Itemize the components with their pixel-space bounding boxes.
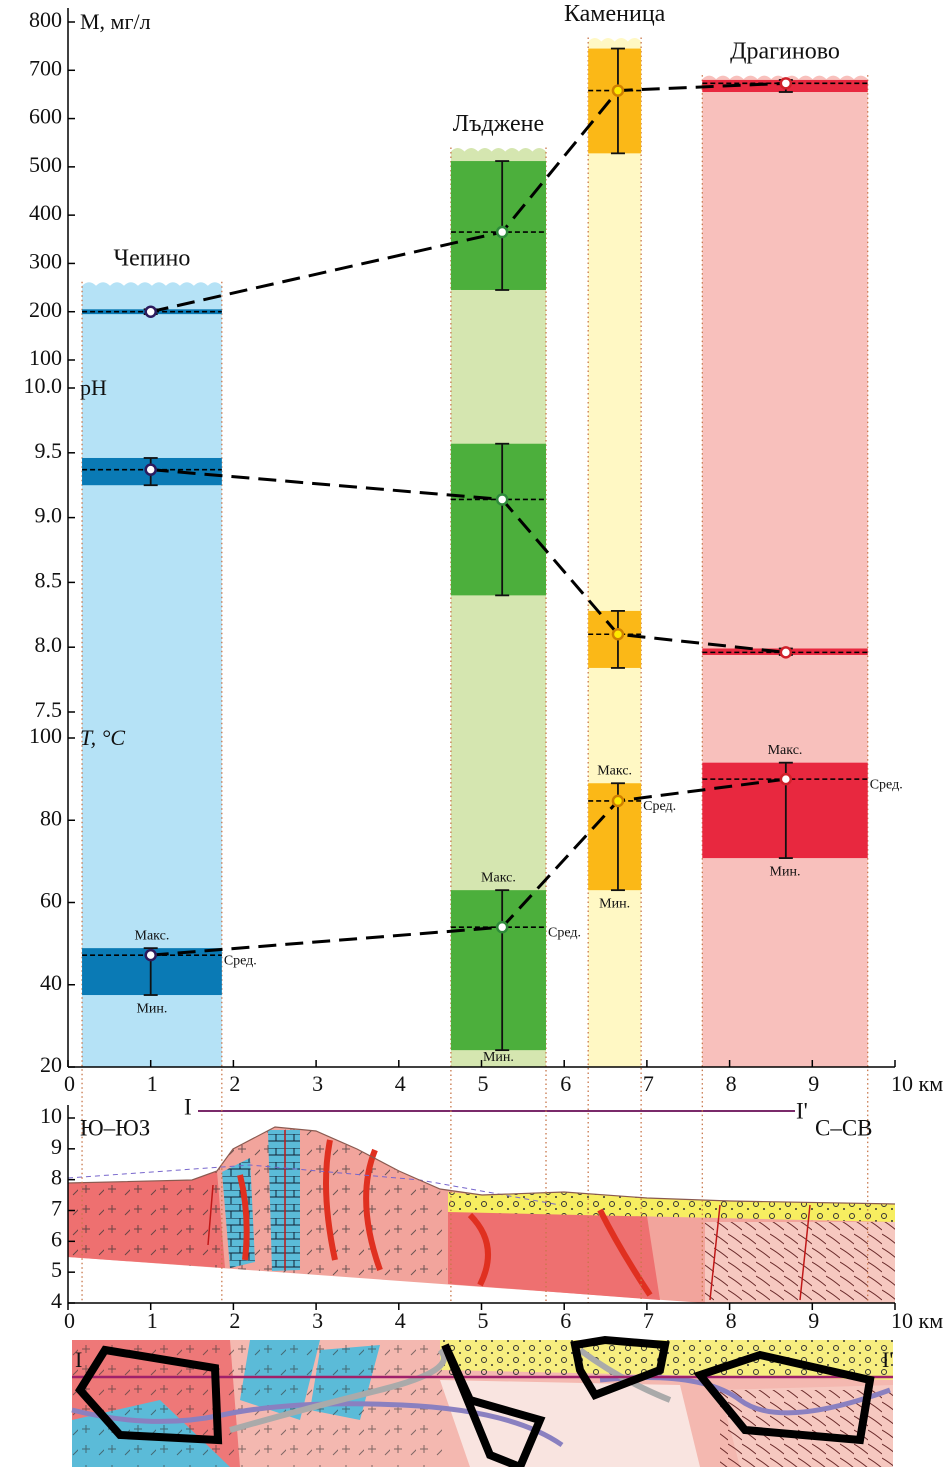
direction-label: С–СВ [815, 1115, 873, 1140]
x-tick-label: 1 [147, 1071, 158, 1096]
x-tick-label: 0 [64, 1071, 75, 1096]
mean-marker [146, 950, 156, 960]
geological-map [72, 1340, 893, 1467]
y-tick-label: 6 [51, 1226, 62, 1251]
y-tick-label: 10 [40, 1103, 62, 1128]
x-tick-label: 0 [64, 1308, 75, 1333]
max-label: Макс. [597, 763, 632, 778]
range-bar [451, 161, 546, 290]
mean-marker [146, 465, 156, 475]
mean-marker [613, 796, 623, 806]
y-tick-label: 800 [29, 7, 62, 32]
range-bar [451, 444, 546, 596]
y-tick-label: 9 [51, 1134, 62, 1159]
y-axis-label: pH [80, 375, 107, 400]
x-tick-label: 5 [478, 1308, 489, 1333]
y-tick-label: 400 [29, 200, 62, 225]
site-name: Каменица [564, 1, 666, 27]
min-label: Мин. [599, 896, 630, 911]
y-tick-label: 60 [40, 888, 62, 913]
y-tick-label: 7.5 [35, 697, 63, 722]
map-profile-start: I [75, 1347, 82, 1372]
y-tick-label: 100 [29, 723, 62, 748]
direction-label: Ю–ЮЗ [80, 1115, 150, 1140]
x-tick-label: 10 км [891, 1071, 943, 1096]
granite-texture [68, 1127, 448, 1284]
min-label: Мин. [483, 1050, 514, 1065]
y-tick-label: 20 [40, 1052, 62, 1077]
y-tick-label: 600 [29, 104, 62, 129]
x-tick-label: 6 [560, 1308, 571, 1333]
mean-marker [497, 922, 507, 932]
mean-label: Сред. [224, 953, 257, 968]
x-tick-label: 3 [312, 1071, 323, 1096]
mean-marker [781, 647, 791, 657]
site-column [588, 38, 641, 1067]
figure: ЧепиноЛъдженеКаменицаДрагиновоМ, мг/л100… [0, 0, 952, 1467]
marble-texture [268, 1130, 300, 1271]
range-bar [588, 49, 641, 154]
range-bar [451, 890, 546, 1050]
mean-marker [497, 227, 507, 237]
max-label: Макс. [768, 743, 803, 758]
y-tick-label: 500 [29, 152, 62, 177]
site-name: Драгиново [730, 39, 840, 65]
map-profile-end: I' [882, 1347, 893, 1372]
x-tick-label: 9 [808, 1071, 819, 1096]
x-tick-label: 2 [229, 1071, 240, 1096]
mean-marker [497, 494, 507, 504]
max-label: Макс. [481, 870, 516, 885]
y-tick-label: 9.0 [35, 503, 63, 528]
x-tick-label: 7 [643, 1071, 654, 1096]
y-tick-label: 300 [29, 248, 62, 273]
x-tick-label: 2 [229, 1308, 240, 1333]
x-tick-label: 5 [478, 1071, 489, 1096]
y-axis-label: T, °C [80, 725, 125, 750]
y-tick-label: 8.5 [35, 567, 63, 592]
mean-marker [613, 86, 623, 96]
y-tick-label: 7 [51, 1196, 62, 1221]
x-tick-label: 9 [808, 1308, 819, 1333]
x-tick-label: 8 [726, 1071, 737, 1096]
mean-label: Сред. [548, 925, 581, 940]
y-tick-label: 10.0 [24, 373, 63, 398]
x-tick-label: 1 [147, 1308, 158, 1333]
y-tick-label: 5 [51, 1257, 62, 1282]
profile-start: I [184, 1094, 192, 1119]
y-tick-label: 8.0 [35, 632, 63, 657]
y-tick-label: 40 [40, 970, 62, 995]
site-name: Чепино [114, 245, 191, 271]
x-tick-label: 10 км [891, 1308, 943, 1333]
mean-label: Сред. [643, 799, 676, 814]
site-name: Лъджене [453, 111, 544, 137]
x-tick-label: 4 [395, 1071, 406, 1096]
y-tick-label: 9.5 [35, 438, 63, 463]
page: {"chart_data": [ {"type": "range", "xlim… [0, 0, 952, 1467]
x-tick-label: 7 [643, 1308, 654, 1333]
x-tick-label: 3 [312, 1308, 323, 1333]
y-tick-label: 4 [51, 1288, 62, 1313]
x-tick-label: 8 [726, 1308, 737, 1333]
min-label: Мин. [770, 864, 801, 879]
y-tick-label: 100 [29, 345, 62, 370]
x-tick-label: 4 [395, 1308, 406, 1333]
y-tick-label: 8 [51, 1165, 62, 1190]
mean-marker [781, 774, 791, 784]
site-column [702, 76, 867, 1067]
y-tick-label: 80 [40, 805, 62, 830]
mean-marker [613, 629, 623, 639]
y-tick-label: 200 [29, 297, 62, 322]
x-tick-label: 6 [560, 1071, 571, 1096]
cross-section [68, 1111, 895, 1303]
mean-label: Сред. [870, 777, 903, 792]
schist-texture [705, 1222, 895, 1303]
min-label: Мин. [136, 1001, 167, 1016]
max-label: Макс. [135, 928, 170, 943]
y-tick-label: 700 [29, 55, 62, 80]
profile-end: I' [796, 1098, 808, 1123]
mean-marker [146, 307, 156, 317]
y-axis-label: М, мг/л [80, 9, 151, 34]
mean-marker [781, 78, 791, 88]
